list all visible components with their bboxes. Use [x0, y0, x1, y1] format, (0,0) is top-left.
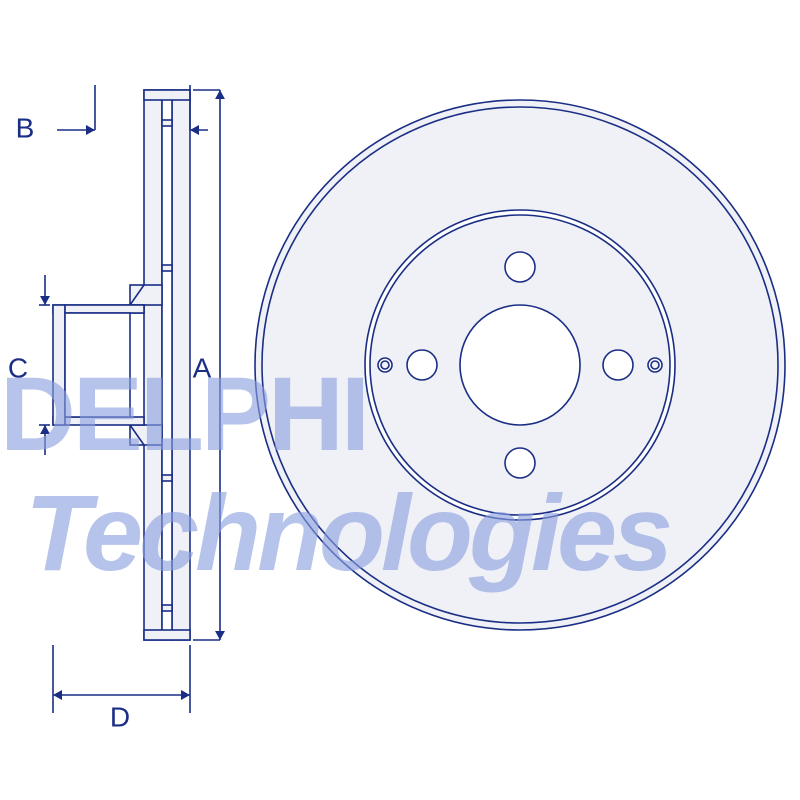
diagram-canvas: B C A D — [0, 0, 800, 800]
svg-text:B: B — [16, 112, 35, 143]
svg-text:D: D — [110, 701, 130, 732]
svg-text:A: A — [193, 352, 212, 383]
svg-text:C: C — [8, 352, 28, 383]
